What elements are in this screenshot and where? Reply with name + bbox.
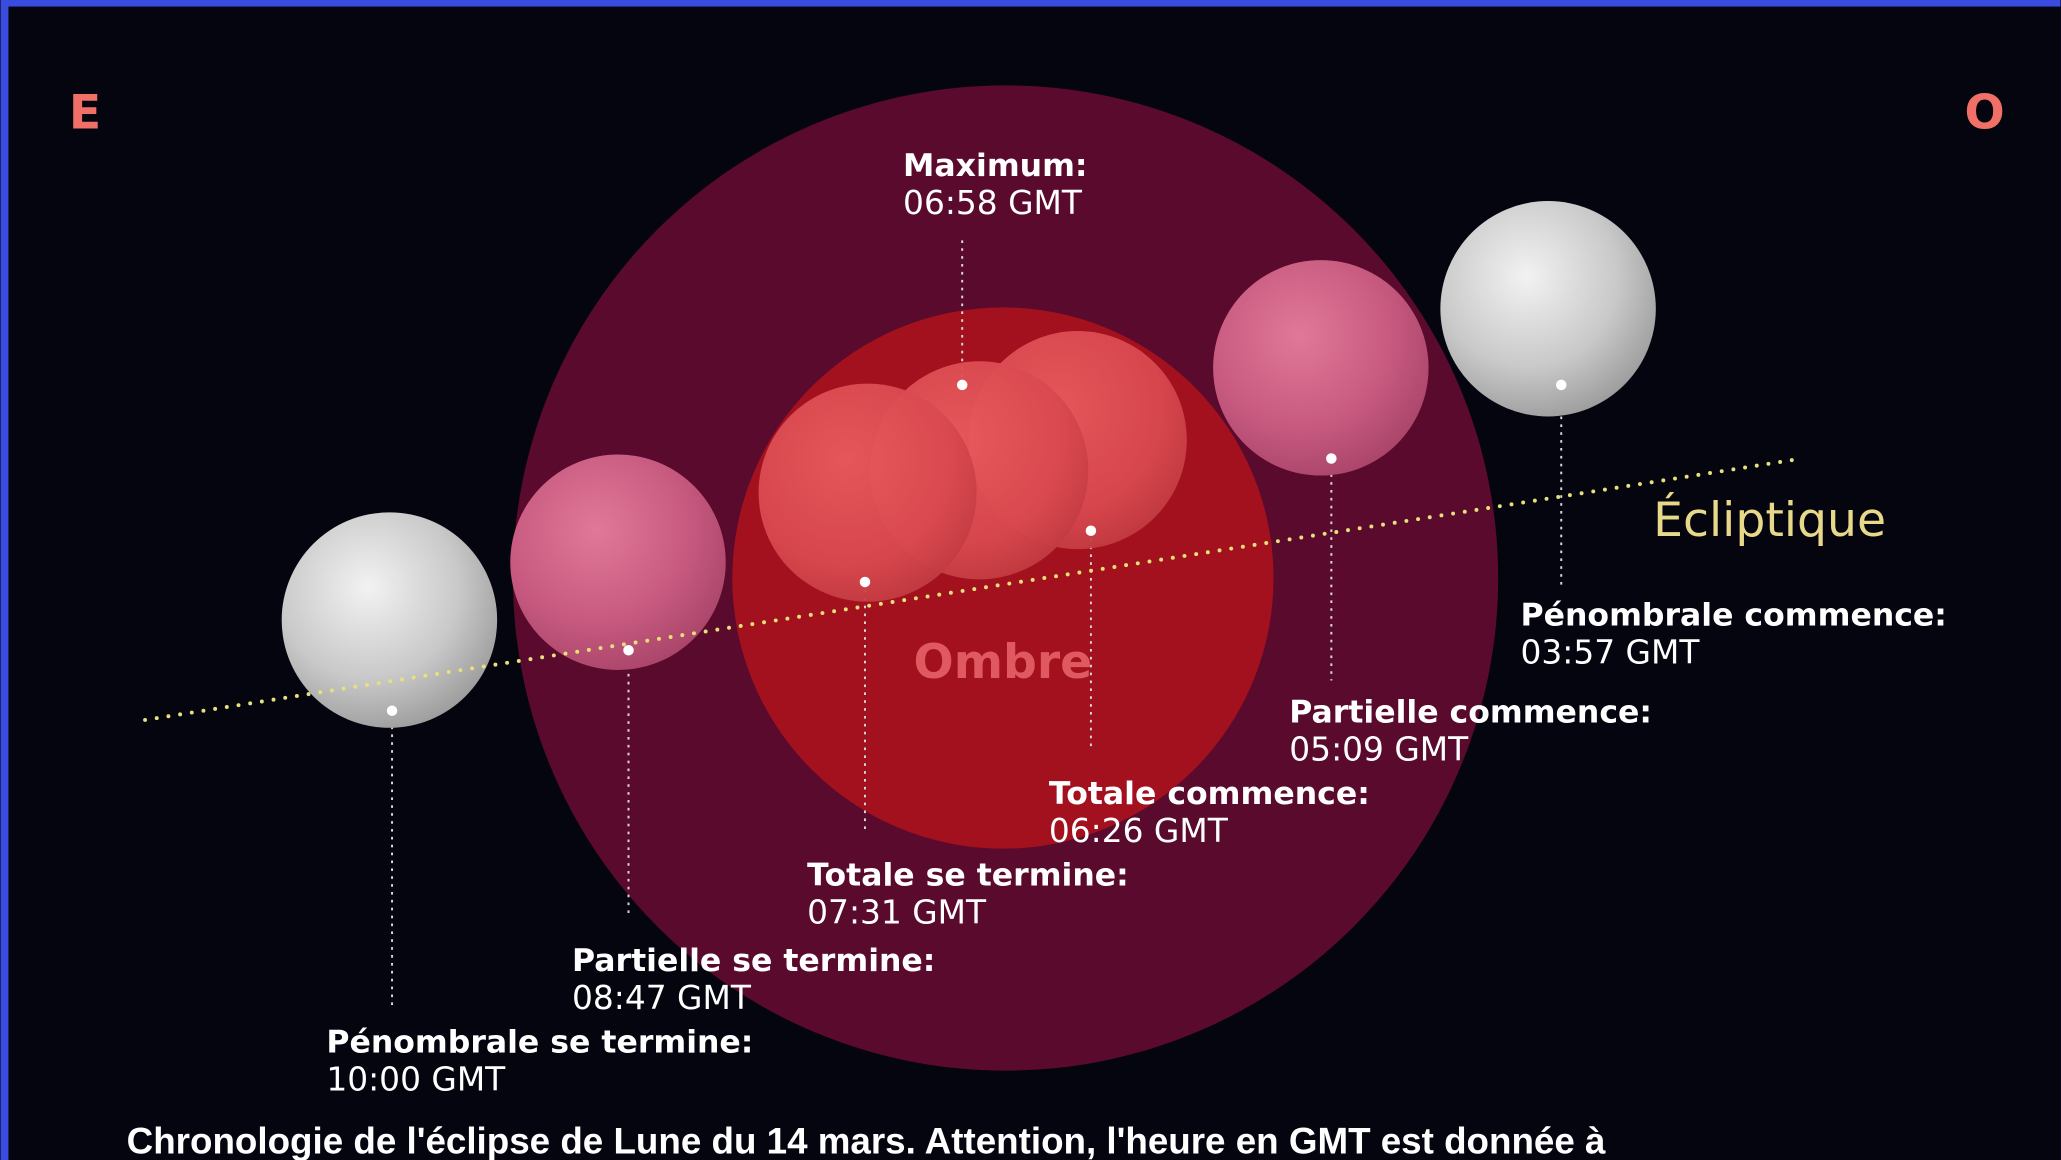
ecliptic-label: Écliptique: [1653, 491, 1886, 548]
east-label: E: [69, 86, 101, 141]
umbra-label: Ombre: [914, 635, 1093, 690]
event-label: Totale commence:: [1049, 776, 1370, 812]
caption: Chronologie de l'éclipse de Lune du 14 m…: [127, 1120, 1606, 1160]
event-time: 03:57 GMT: [1521, 633, 1701, 671]
event-label: Partielle se termine:: [572, 943, 935, 979]
moon: [510, 455, 725, 670]
moon: [1213, 260, 1428, 475]
event-label: Pénombrale commence:: [1521, 597, 1947, 633]
moon: [282, 512, 497, 727]
event-label: Totale se termine:: [807, 857, 1129, 893]
moon: [1440, 201, 1655, 416]
event-time: 05:09 GMT: [1289, 731, 1469, 769]
event-time: 06:26 GMT: [1049, 812, 1229, 850]
event-label: Maximum:: [903, 148, 1087, 184]
event-label: Partielle commence:: [1289, 695, 1652, 731]
event-label: Pénombrale se termine:: [326, 1024, 753, 1060]
event-time: 07:31 GMT: [807, 894, 987, 932]
eclipse-diagram: E O Écliptique Ombre Maximum:06:58 GMT Pé…: [0, 0, 2061, 1160]
page: {"directions": {"east": "E", "west": "O"…: [0, 0, 2061, 1160]
west-label: O: [1965, 86, 2005, 141]
moon: [759, 384, 977, 602]
event-time: 10:00 GMT: [326, 1060, 506, 1098]
event-time: 08:47 GMT: [572, 979, 752, 1017]
event-time: 06:58 GMT: [903, 184, 1083, 222]
